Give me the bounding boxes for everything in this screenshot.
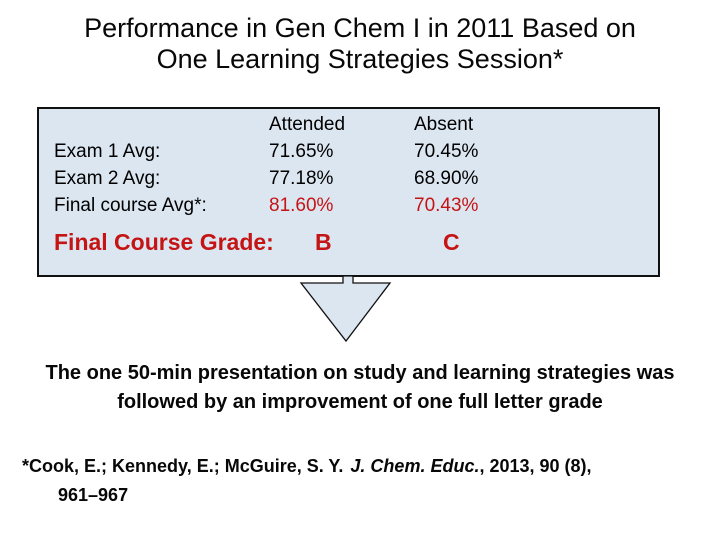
citation-journal: J. Chem. Educ. [350, 456, 480, 476]
citation-authors: *Cook, E.; Kennedy, E.; McGuire, S. Y. [22, 456, 344, 476]
slide-title-line2: One Learning Strategies Session* [156, 44, 564, 74]
exam1-attended-value: 71.65% [269, 141, 334, 162]
stats-box: Attended Absent Exam 1 Avg: 71.65% 70.45… [37, 107, 660, 277]
final-avg-attended-value: 81.60% [269, 195, 334, 216]
exam1-absent-value: 70.45% [414, 141, 479, 162]
slide-title: Performance in Gen Chem I in 2011 Based … [0, 13, 720, 75]
column-header-absent: Absent [414, 114, 474, 135]
slide-title-line1: Performance in Gen Chem I in 2011 Based … [84, 13, 636, 43]
down-arrow-icon [299, 275, 392, 343]
summary-line1: The one 50-min presentation on study and… [45, 362, 675, 384]
final-avg-absent-value: 70.43% [414, 195, 479, 216]
citation: *Cook, E.; Kennedy, E.; McGuire, S. Y. J.… [22, 452, 716, 510]
grade-row-label: Final Course Grade: [54, 229, 274, 255]
row-label-final-avg: Final course Avg*: [54, 195, 207, 216]
summary-text: The one 50-min presentation on study and… [0, 359, 720, 417]
citation-line1: *Cook, E.; Kennedy, E.; McGuire, S. Y. J.… [22, 452, 716, 481]
table-row: Final course Avg*: 81.60% 70.43% [39, 195, 658, 219]
stats-header-row: Attended Absent [39, 114, 658, 138]
row-label-exam2: Exam 2 Avg: [54, 168, 161, 189]
exam2-attended-value: 77.18% [269, 168, 334, 189]
column-header-attended: Attended [269, 114, 346, 135]
citation-pages: 961–967 [58, 485, 129, 505]
grade-row: Final Course Grade: B C [39, 229, 658, 255]
exam2-absent-value: 68.90% [414, 168, 479, 189]
grade-attended-value: B [315, 229, 332, 255]
table-row: Exam 2 Avg: 77.18% 68.90% [39, 168, 658, 192]
table-row: Exam 1 Avg: 71.65% 70.45% [39, 141, 658, 165]
summary-line2: followed by an improvement of one full l… [117, 391, 603, 413]
row-label-exam1: Exam 1 Avg: [54, 141, 161, 162]
citation-issue: , 2013, 90 (8), [479, 456, 592, 476]
grade-absent-value: C [443, 229, 460, 255]
